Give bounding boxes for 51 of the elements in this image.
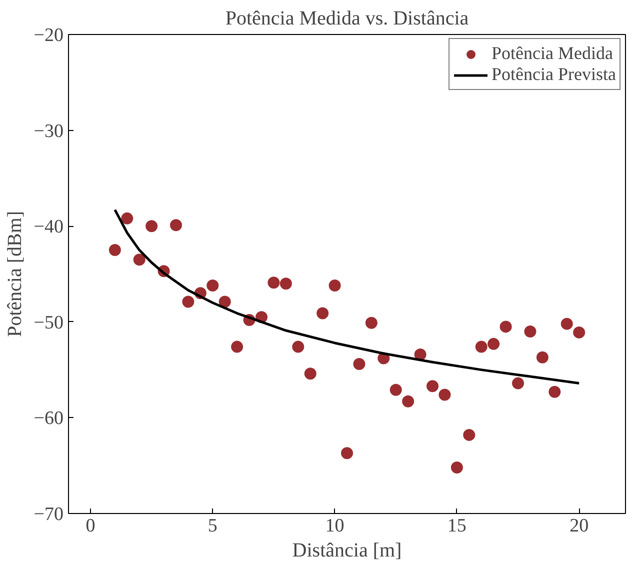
legend-label: Potência Prevista <box>492 64 616 85</box>
point <box>500 320 512 333</box>
point <box>475 340 488 353</box>
y-tick-label: −30 <box>34 120 64 142</box>
point <box>488 338 500 350</box>
point <box>548 386 561 398</box>
point <box>304 368 316 380</box>
point <box>218 296 231 308</box>
y-tick-label: −50 <box>34 312 64 334</box>
point <box>524 325 536 338</box>
point <box>146 220 158 232</box>
point <box>206 280 219 292</box>
point <box>560 318 573 330</box>
x-tick-label: 10 <box>325 516 344 536</box>
x-tick-label: 5 <box>208 516 218 536</box>
point <box>121 212 134 224</box>
y-tick-label: −60 <box>34 408 64 430</box>
x-tick-label: 20 <box>570 516 589 536</box>
point <box>390 384 402 396</box>
point <box>268 276 280 289</box>
point <box>133 254 146 266</box>
point <box>231 340 244 353</box>
y-tick-label: −70 <box>34 504 64 525</box>
point <box>463 428 476 441</box>
chart-title: Potência Medida vs. Distância <box>225 8 469 30</box>
point <box>512 377 524 390</box>
legend-label: Potência Medida <box>492 43 613 64</box>
point <box>426 380 439 392</box>
point <box>365 316 378 329</box>
point <box>450 462 463 474</box>
point <box>170 219 182 232</box>
point <box>280 278 292 290</box>
point <box>182 296 194 308</box>
point <box>573 326 586 338</box>
point <box>341 447 353 460</box>
point <box>108 244 121 256</box>
line-series <box>114 208 580 384</box>
point <box>328 280 341 292</box>
point <box>292 340 304 353</box>
point <box>414 348 426 360</box>
x-axis-title: Distância [m] <box>292 540 402 562</box>
x-tick-label: 15 <box>447 516 466 536</box>
point <box>316 307 329 320</box>
y-tick-label: −20 <box>34 25 64 46</box>
point <box>402 395 414 408</box>
y-tick-label: −40 <box>34 216 64 238</box>
point <box>438 388 451 401</box>
point <box>536 351 548 364</box>
y-axis-title: Potência [dBm] <box>4 210 26 338</box>
x-tick-label: 0 <box>86 516 96 536</box>
point <box>353 358 366 370</box>
